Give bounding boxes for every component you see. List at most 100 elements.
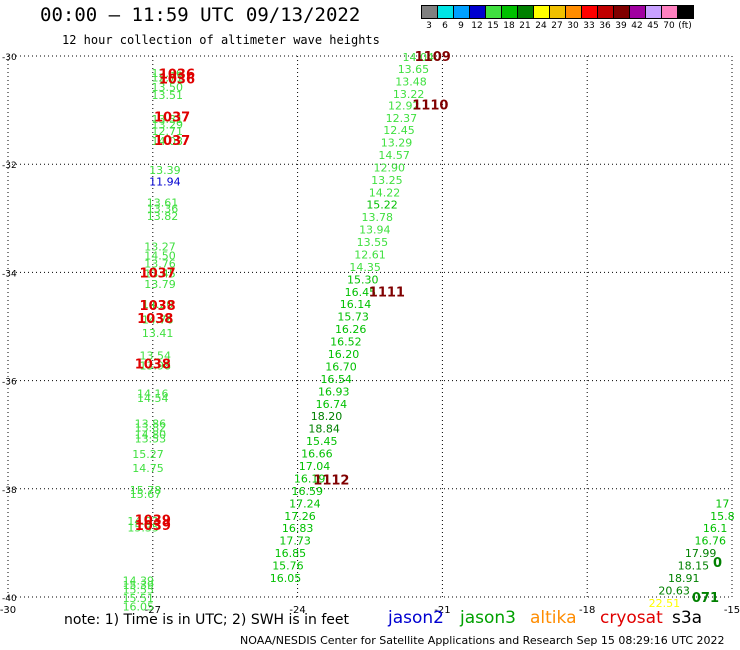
wave-height-point: 14.35 <box>349 261 381 274</box>
wave-height-point: 15.30 <box>347 273 379 286</box>
pass-time-marker: 1039 <box>135 514 171 529</box>
wave-height-point: 12.37 <box>386 112 418 125</box>
credit-line: NOAA/NESDIS Center for Satellite Applica… <box>240 634 725 647</box>
legend-entry-cryosat: cryosat <box>600 608 663 628</box>
wave-height-point: 18.84 <box>308 423 340 436</box>
x-tick-label: -18 <box>579 605 595 616</box>
pass-time-marker: 1037 <box>154 111 190 126</box>
wave-height-point: 15.39 <box>123 579 155 592</box>
y-tick-label: -30 <box>2 53 17 63</box>
wave-height-point: 13.86 <box>135 417 167 430</box>
wave-height-point: 15.35 <box>127 522 159 535</box>
wave-height-point: 16.05 <box>270 572 302 585</box>
wave-height-point: 16.85 <box>275 547 307 560</box>
wave-height-point: 13.79 <box>144 278 176 291</box>
wave-height-point: 13.82 <box>135 422 167 435</box>
y-tick-label: -36 <box>2 378 17 388</box>
wave-height-point: 13.54 <box>139 350 171 363</box>
color-scale-label: 39 <box>615 21 627 31</box>
y-tick-label: -38 <box>2 486 17 496</box>
color-scale-label: 33 <box>583 21 595 31</box>
wave-height-point: 13.25 <box>371 174 403 187</box>
wave-height-point: 18.20 <box>311 410 343 423</box>
color-scale-label: 27 <box>551 21 563 31</box>
wave-height-point: 13.36 <box>147 202 179 215</box>
pass-time-marker: 1111 <box>369 285 405 300</box>
wave-height-point: 13.76 <box>144 258 176 271</box>
color-scale-label: 9 <box>458 21 464 31</box>
wave-height-point: 14.76 <box>142 313 174 326</box>
wave-height-point: 13.50 <box>152 81 184 94</box>
y-tick-label: -40 <box>2 594 17 604</box>
wave-height-point: 16.26 <box>335 323 367 336</box>
pass-time-marker: 1037 <box>140 266 176 281</box>
y-tick-label: -34 <box>2 269 17 279</box>
wave-height-point: 16.70 <box>325 360 357 373</box>
wave-height-point: 12.36 <box>152 67 184 80</box>
wave-height-point: 16.76 <box>695 535 727 548</box>
wave-height-point: 13.51 <box>152 89 184 102</box>
wave-height-point: 15.73 <box>337 311 369 324</box>
wave-height-point: 14.16 <box>137 388 169 401</box>
legend-entry-jason3: jason3 <box>460 608 516 628</box>
wave-height-point: 14.75 <box>132 462 164 475</box>
wave-height-point: 16.93 <box>318 385 350 398</box>
wave-height-point: 16.52 <box>330 336 362 349</box>
wave-height-point: 15.51 <box>123 592 155 605</box>
x-tick-label: -15 <box>724 605 740 616</box>
wave-height-point: 15.27 <box>132 448 164 461</box>
wave-height-point: 13.29 <box>381 136 413 149</box>
wave-height-point: 16.14 <box>340 298 372 311</box>
color-scale-label: 42 <box>631 21 643 31</box>
x-tick-label: -30 <box>0 605 16 616</box>
wave-height-point: 15.45 <box>306 435 338 448</box>
pass-time-marker: 1038 <box>140 299 176 314</box>
wave-height-point: 16.54 <box>320 373 352 386</box>
pass-time-marker: 1109 <box>415 50 451 65</box>
wave-height-point: 16.74 <box>316 398 348 411</box>
wave-height-point: 15.8 <box>710 510 735 523</box>
pass-time-marker: 1037 <box>154 134 190 149</box>
wave-height-point: 15.67 <box>130 488 162 501</box>
wave-height-point: 12.45 <box>383 124 415 137</box>
wave-height-point: 14.03 <box>152 135 184 148</box>
wave-height-point: 13.82 <box>147 210 179 223</box>
wave-height-point: 16.45 <box>345 286 377 299</box>
wave-height-point: 16.66 <box>301 448 333 461</box>
wave-height-point: 13.31 <box>152 113 184 126</box>
chart-title: 00:00 — 11:59 UTC 09/13/2022 <box>40 4 361 26</box>
legend-entry-jason2: jason2 <box>388 608 444 628</box>
color-scale-label: 3 <box>426 21 432 31</box>
wave-height-point: 13.27 <box>144 240 176 253</box>
wave-height-point: 14.57 <box>378 149 410 162</box>
wave-height-point: 13.48 <box>395 75 427 88</box>
wave-height-point: 13.22 <box>393 88 425 101</box>
wave-height-point: 12.61 <box>354 248 386 261</box>
wave-height-point: 17 <box>715 497 729 510</box>
color-scale-label: 18 <box>503 21 515 31</box>
wave-height-point: 15.55 <box>123 583 155 596</box>
chart-subtitle: 12 hour collection of altimeter wave hei… <box>62 33 380 47</box>
wave-height-point: 14.04 <box>403 51 435 64</box>
wave-height-point: 12.71 <box>152 125 184 138</box>
color-scale-label: 36 <box>599 21 611 31</box>
pass-time-marker: 1036 <box>159 73 195 88</box>
wave-height-point: 18.91 <box>668 572 700 585</box>
wave-height-point: 22.51 <box>649 597 681 610</box>
wave-height-point: 14.50 <box>144 250 176 263</box>
wave-height-point: 18.15 <box>678 560 710 573</box>
pass-time-marker: 1110 <box>412 99 448 114</box>
wave-height-point: 16.83 <box>282 522 314 535</box>
color-scale-bar <box>421 5 694 19</box>
legend-entry-altika: altika <box>530 608 577 628</box>
wave-height-point: 13.45 <box>144 267 176 280</box>
wave-height-point: 11.94 <box>149 175 181 188</box>
wave-height-point: 13.94 <box>359 224 391 237</box>
wave-height-point: 14.54 <box>137 392 169 405</box>
wave-height-point: 20.63 <box>658 584 690 597</box>
wave-height-point: 15.76 <box>272 560 304 573</box>
pass-time-marker: 071 <box>692 591 719 606</box>
pass-time-marker: 0 <box>713 556 722 571</box>
pass-time-marker: 1039 <box>135 519 171 534</box>
